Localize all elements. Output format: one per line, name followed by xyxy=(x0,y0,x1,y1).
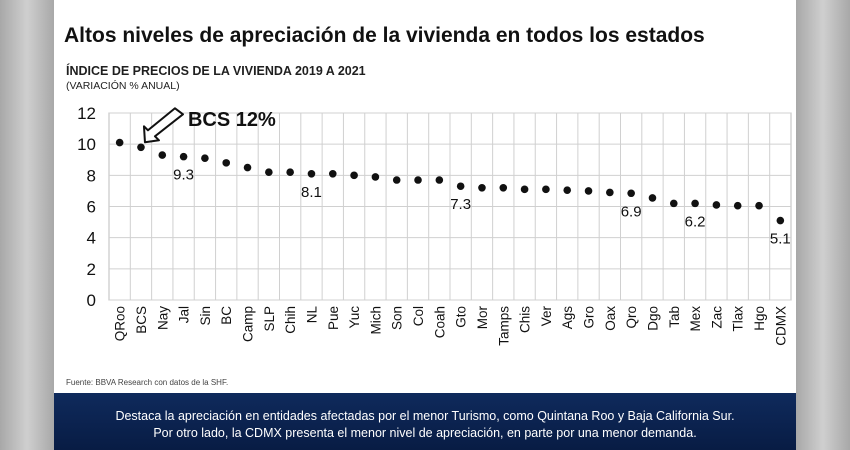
data-point xyxy=(371,173,380,181)
data-point xyxy=(669,199,678,208)
x-tick-label: Chis xyxy=(518,306,533,333)
x-tick-label: Chih xyxy=(283,306,298,334)
data-label: 9.3 xyxy=(173,167,194,184)
annotation-label: BCS 12% xyxy=(188,109,276,131)
data-point xyxy=(712,201,721,209)
x-tick-label: Gto xyxy=(454,306,469,328)
x-tick-label: Nay xyxy=(155,306,170,330)
x-tick-label: Sin xyxy=(198,306,213,326)
data-point xyxy=(733,201,742,210)
y-tick-label: 10 xyxy=(77,135,96,154)
data-label: 7.3 xyxy=(450,196,471,213)
y-tick-label: 12 xyxy=(77,104,96,123)
data-point xyxy=(563,186,572,194)
left-margin-band xyxy=(0,0,54,450)
data-point xyxy=(350,171,358,180)
data-point xyxy=(115,138,124,147)
x-tick-label: Tamps xyxy=(496,306,511,346)
x-tick-label: Mor xyxy=(475,305,490,329)
data-point xyxy=(542,185,550,194)
x-tick-label: Camp xyxy=(241,306,256,342)
y-tick-label: 0 xyxy=(87,291,96,310)
x-tick-label: NL xyxy=(304,306,319,324)
x-tick-label: BC xyxy=(219,306,234,325)
x-tick-label: Coah xyxy=(432,306,447,338)
data-point xyxy=(755,201,763,210)
chart-card: Altos niveles de apreciación de la vivie… xyxy=(54,0,796,450)
x-tick-label: Pue xyxy=(326,306,341,330)
x-tick-label: Jal xyxy=(177,306,192,323)
x-tick-label: Oax xyxy=(603,306,618,331)
data-point xyxy=(265,168,273,177)
data-label: 8.1 xyxy=(301,184,322,201)
data-point xyxy=(606,188,614,197)
x-tick-label: Col xyxy=(411,306,426,326)
data-label: 6.9 xyxy=(621,203,642,220)
x-tick-label: Mex xyxy=(688,306,703,332)
annotation-arrow xyxy=(142,107,184,144)
data-point xyxy=(648,194,657,202)
x-tick-label: Tab xyxy=(667,306,682,328)
data-point xyxy=(456,182,465,191)
data-point xyxy=(584,187,593,195)
data-point xyxy=(414,176,422,184)
chart-subtitle: (VARIACIÓN % ANUAL) xyxy=(66,80,180,92)
data-point xyxy=(286,168,294,177)
x-tick-label: Yuc xyxy=(347,306,362,329)
headline: Altos niveles de apreciación de la vivie… xyxy=(64,24,705,47)
data-point xyxy=(691,199,699,208)
x-tick-label: Ver xyxy=(539,305,554,326)
source-note: Fuente: BBVA Research con datos de la SH… xyxy=(66,378,229,387)
caption-line-1: Destaca la apreciación en entidades afec… xyxy=(115,409,735,423)
x-tick-label: Mich xyxy=(368,306,383,335)
x-tick-label: Qro xyxy=(624,306,639,329)
data-point xyxy=(158,151,167,159)
x-tick-label: Son xyxy=(390,306,405,330)
x-tick-label: Zac xyxy=(709,306,724,329)
x-tick-label: Hgo xyxy=(752,306,767,331)
data-point xyxy=(179,152,188,161)
y-tick-label: 2 xyxy=(87,260,96,279)
x-tick-label: QRoo xyxy=(113,306,128,341)
data-point xyxy=(435,176,444,184)
x-tick-label: SLP xyxy=(262,306,277,332)
x-tick-label: Tlax xyxy=(731,306,746,332)
x-tick-label: Dgo xyxy=(645,306,660,331)
data-point xyxy=(137,143,145,152)
y-tick-label: 4 xyxy=(87,229,96,248)
x-tick-label: Ags xyxy=(560,306,575,330)
data-point xyxy=(499,184,508,192)
x-tick-label: BCS xyxy=(134,306,149,334)
data-point xyxy=(201,154,209,162)
y-tick-label: 6 xyxy=(87,198,96,217)
caption-banner: Destaca la apreciación en entidades afec… xyxy=(54,393,796,450)
data-point xyxy=(307,169,316,178)
chart-title: ÍNDICE DE PRECIOS DE LA VIVIENDA 2019 A … xyxy=(66,64,366,78)
data-point xyxy=(222,159,231,167)
data-label: 6.2 xyxy=(685,213,706,230)
data-point xyxy=(627,189,635,198)
right-margin-band xyxy=(796,0,850,450)
data-point xyxy=(478,184,486,192)
data-point xyxy=(243,163,252,172)
y-tick-label: 8 xyxy=(87,166,96,185)
data-point xyxy=(776,216,785,225)
data-point xyxy=(328,169,337,178)
data-point xyxy=(392,176,401,184)
caption-line-2: Por otro lado, la CDMX presenta el menor… xyxy=(153,426,697,440)
x-tick-label: Gro xyxy=(582,306,597,329)
x-tick-label: CDMX xyxy=(773,306,788,346)
scatter-chart: 0 2 4 6 8 10 12 QRoo BCS Nay Jal Sin BC Camp SLP Chih NL… xyxy=(77,104,792,346)
data-point xyxy=(520,185,529,194)
data-label: 5.1 xyxy=(770,231,791,248)
